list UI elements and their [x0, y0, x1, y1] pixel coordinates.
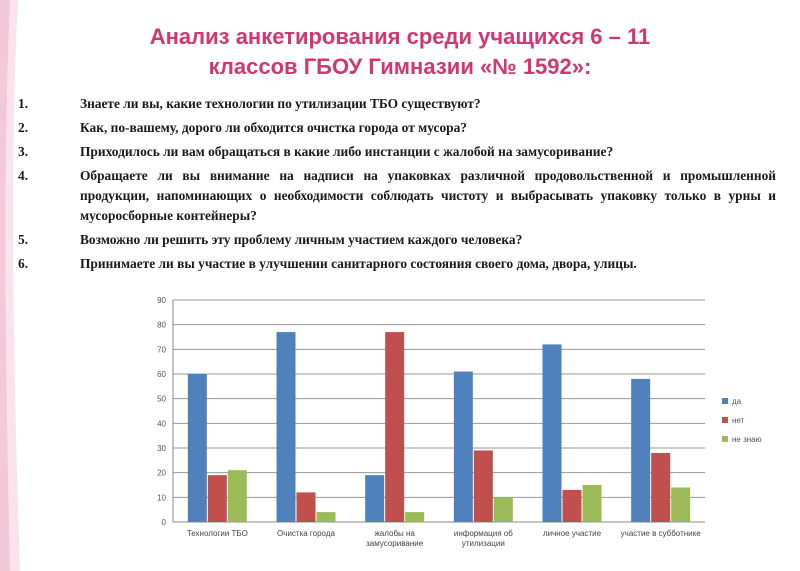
legend-label: нет — [732, 416, 745, 425]
question-item: 6. Принимаете ли вы участие в улучшении … — [18, 254, 776, 274]
bar — [473, 450, 493, 522]
title-line-2: классов ГБОУ Гимназии «№ 1592»: — [208, 54, 592, 79]
chart-svg: 0 10 20 30 40 50 60 70 80 90 Технологии ТБО Очистка… — [157, 296, 762, 548]
legend-swatch — [722, 417, 728, 423]
bar — [493, 497, 513, 522]
question-item: 2. Как, по-вашему, дорого ли обходится о… — [18, 118, 776, 138]
y-tick-label: 30 — [157, 444, 166, 453]
question-item: 3. Приходилось ли вам обращаться в какие… — [18, 142, 776, 162]
x-tick-label: участие в субботнике — [621, 529, 702, 538]
bar — [316, 512, 336, 522]
bar-chart: 0 10 20 30 40 50 60 70 80 90 Технологии ТБО Очистка… — [130, 290, 790, 571]
question-item: 5. Возможно ли решить эту проблему личны… — [18, 230, 776, 250]
bar — [453, 371, 473, 522]
questions-list: 1. Знаете ли вы, какие технологии по ути… — [18, 94, 776, 278]
x-tick-label: информация об — [454, 529, 513, 538]
bar — [582, 485, 602, 522]
y-tick-label: 50 — [157, 395, 166, 404]
question-text: Знаете ли вы, какие технологии по утилиз… — [80, 96, 481, 111]
question-text: Принимаете ли вы участие в улучшении сан… — [80, 256, 637, 271]
bar — [562, 489, 582, 522]
x-tick-label: Технологии ТБО — [187, 529, 248, 538]
legend-label: не знаю — [732, 435, 762, 444]
y-tick-label: 60 — [157, 370, 166, 379]
y-tick-label: 20 — [157, 469, 166, 478]
bar — [631, 378, 651, 522]
bar — [385, 332, 405, 522]
x-tick-label: Очистка города — [277, 529, 335, 538]
title-line-1: Анализ анкетирования среди учащихся 6 – … — [149, 24, 651, 49]
bar — [651, 452, 671, 522]
bar — [542, 344, 562, 522]
y-tick-label: 90 — [157, 296, 166, 305]
bar — [296, 492, 316, 522]
legend-swatch — [722, 436, 728, 442]
y-tick-label: 0 — [162, 518, 167, 527]
bar — [365, 475, 385, 522]
bar — [405, 512, 425, 522]
question-text: Приходилось ли вам обращаться в какие ли… — [80, 144, 614, 159]
y-tick-label: 10 — [157, 493, 166, 502]
question-number: 4. — [18, 168, 29, 183]
question-item: 4. Обращаете ли вы внимание на надписи н… — [18, 166, 776, 226]
bar — [671, 487, 691, 522]
x-tick-label: личное участие — [543, 529, 602, 538]
slide-title: Анализ анкетирования среди учащихся 6 – … — [60, 22, 740, 82]
question-number: 6. — [18, 256, 29, 271]
legend-swatch — [722, 398, 728, 404]
bar — [227, 470, 247, 522]
question-text: Как, по-вашему, дорого ли обходится очис… — [80, 120, 468, 135]
y-tick-label: 70 — [157, 345, 166, 354]
question-number: 1. — [18, 96, 29, 111]
bar — [207, 475, 227, 522]
x-tick-label: жалобы на — [374, 529, 415, 538]
question-text: Возможно ли решить эту проблему личным у… — [80, 232, 523, 247]
question-text: Обращаете ли вы внимание на надписи на у… — [80, 168, 776, 223]
question-number: 3. — [18, 144, 29, 159]
y-tick-label: 40 — [157, 419, 166, 428]
question-number: 2. — [18, 120, 29, 135]
y-tick-label: 80 — [157, 321, 166, 330]
x-tick-label: замусоривание — [366, 539, 424, 548]
legend-label: да — [732, 397, 742, 406]
question-number: 5. — [18, 232, 29, 247]
bar — [276, 332, 296, 522]
question-item: 1. Знаете ли вы, какие технологии по ути… — [18, 94, 776, 114]
x-tick-label: утилизации — [462, 539, 505, 548]
bar — [187, 374, 207, 522]
